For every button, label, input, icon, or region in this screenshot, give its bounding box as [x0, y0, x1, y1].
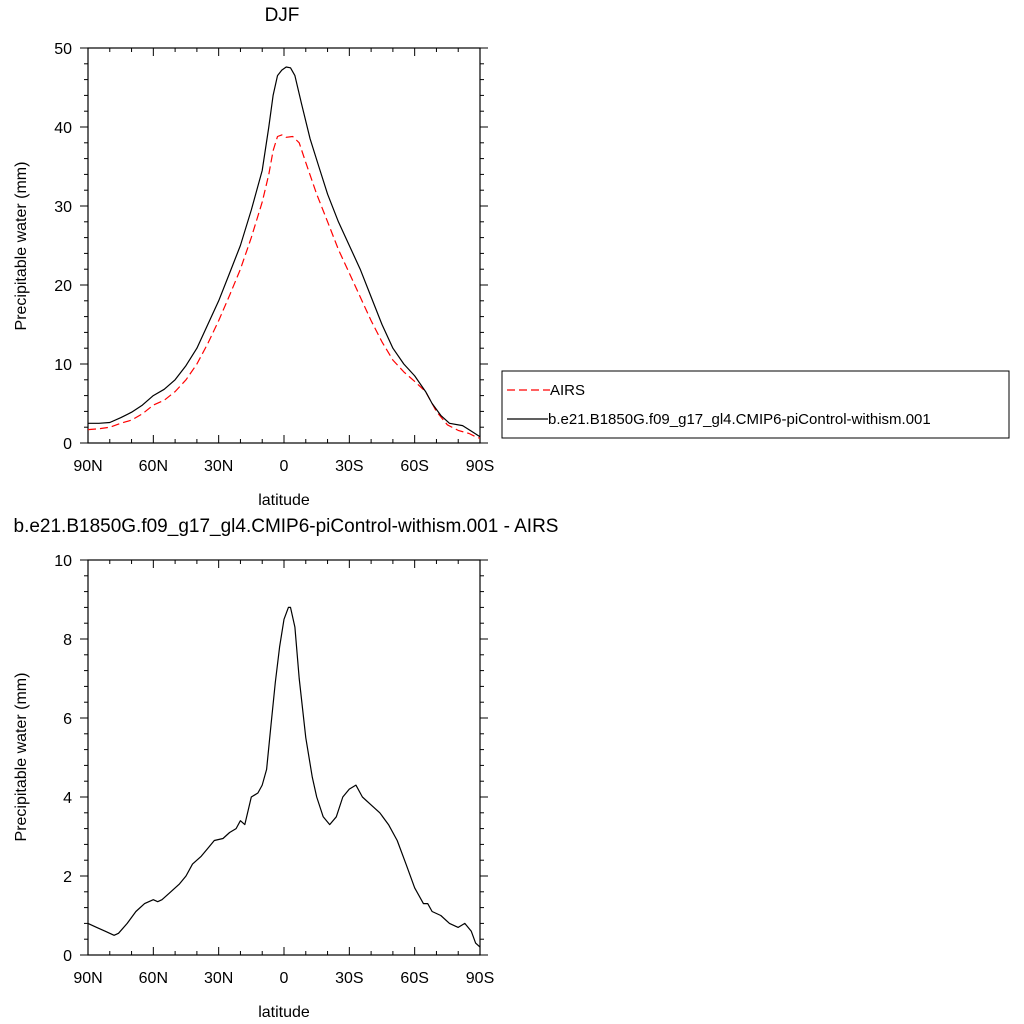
bottom-x-tick-label: 30N	[204, 970, 233, 987]
top-y-tick-label: 30	[54, 199, 72, 216]
bottom-x-tick-label: 30S	[335, 970, 363, 987]
top-x-tick-label: 90N	[73, 458, 102, 475]
bottom-y-tick-labels: 0 2 4 6 8 10	[54, 553, 72, 965]
bottom-y-tick-label: 6	[63, 711, 72, 728]
legend-label-airs: AIRS	[550, 382, 585, 399]
top-y-tick-label: 50	[54, 41, 72, 58]
bottom-y-tick-label: 4	[63, 790, 72, 807]
top-x-tick-label: 30N	[204, 458, 233, 475]
top-series-lines	[87, 66, 481, 439]
top-x-tick-labels: 90N 60N 30N 0 30S 60S 90S	[73, 458, 494, 475]
top-x-tick-label: 60S	[400, 458, 428, 475]
top-plot-area	[80, 47, 488, 444]
bottom-plot-area	[80, 559, 488, 956]
bottom-chart-title: b.e21.B1850G.f09_g17_gl4.CMIP6-piControl…	[14, 516, 559, 537]
top-y-tick-label: 10	[54, 357, 72, 374]
bottom-y-tick-label: 10	[54, 553, 72, 570]
top-y-tick-label: 0	[63, 436, 72, 453]
legend-box	[501, 370, 1010, 439]
bottom-x-tick-label: 60N	[139, 970, 168, 987]
legend-label-model: b.e21.B1850G.f09_g17_gl4.CMIP6-piControl…	[548, 411, 931, 428]
bottom-x-tick-label: 0	[280, 970, 289, 987]
bottom-y-tick-label: 0	[63, 948, 72, 965]
bottom-series-line-1	[87, 606, 481, 948]
bottom-x-tick-labels: 90N 60N 30N 0 30S 60S 90S	[73, 970, 494, 987]
top-x-tick-label: 60N	[139, 458, 168, 475]
bottom-axis-ticks	[80, 559, 488, 956]
bottom-y-tick-label: 2	[63, 869, 72, 886]
bottom-y-axis-label: Precipitable water (mm)	[13, 673, 30, 842]
top-panel: DJF 0 10 20 30 40 50 90N 60N 30N 0 30S 6…	[13, 5, 1010, 509]
top-series-line-1	[87, 134, 481, 439]
bottom-x-tick-label: 90N	[73, 970, 102, 987]
bottom-x-axis-label: latitude	[258, 1004, 310, 1021]
bottom-panel: b.e21.B1850G.f09_g17_gl4.CMIP6-piControl…	[13, 516, 558, 1021]
top-x-tick-label: 0	[280, 458, 289, 475]
top-x-tick-label: 90S	[466, 458, 494, 475]
top-axis-ticks	[80, 47, 488, 444]
legend: AIRS b.e21.B1850G.f09_g17_gl4.CMIP6-piCo…	[501, 370, 1010, 439]
top-y-tick-label: 40	[54, 120, 72, 137]
top-series-line-2	[88, 66, 481, 438]
top-x-axis-label: latitude	[258, 492, 310, 509]
top-chart-title: DJF	[265, 5, 300, 26]
bottom-x-tick-label: 60S	[400, 970, 428, 987]
top-y-tick-labels: 0 10 20 30 40 50	[54, 41, 72, 453]
bottom-x-tick-label: 90S	[466, 970, 494, 987]
bottom-y-tick-label: 8	[63, 632, 72, 649]
top-y-axis-label: Precipitable water (mm)	[13, 162, 30, 331]
bottom-series-lines	[87, 606, 481, 948]
top-plot-frame	[87, 47, 481, 444]
top-y-tick-label: 20	[54, 278, 72, 295]
top-x-tick-label: 30S	[335, 458, 363, 475]
